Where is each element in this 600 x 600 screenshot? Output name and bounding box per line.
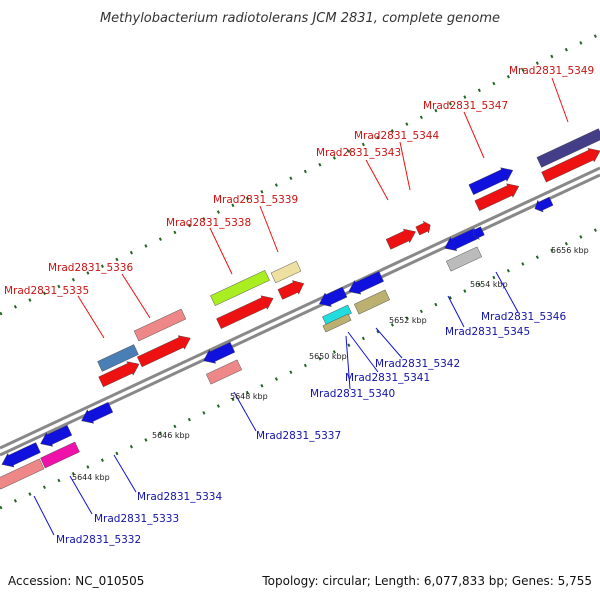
gene-arrow [0,458,45,490]
gene-label[interactable]: Mrad2831_5339 [213,194,298,206]
map-title: Methylobacterium radiotolerans JCM 2831,… [100,11,500,26]
leader-line [233,391,257,432]
leader-line [69,475,93,515]
axis-line-upper [0,166,600,450]
gene-arrow [354,289,390,315]
tick-label: 5644 kbp [72,473,110,482]
leader-line [121,273,151,319]
gene-label[interactable]: Mrad2831_5335 [4,285,89,297]
leader-line [345,335,351,390]
gene-arrow [385,228,416,250]
gene-features [0,128,600,490]
leader-line [209,227,233,275]
gene-arrow [81,401,114,424]
gene-arrow [40,441,80,469]
gene-arrow [97,344,139,372]
topology-text: Topology: circular; Length: 6,077,833 bp… [262,574,592,588]
gene-arrow [137,335,191,368]
leader-line [365,159,389,201]
gene-arrow [322,304,352,326]
leader-line [33,495,55,536]
gene-label[interactable]: Mrad2831_5349 [509,65,594,77]
gene-label[interactable]: Mrad2831_5343 [316,147,401,159]
gene-label[interactable]: Mrad2831_5332 [56,534,141,546]
gene-arrow [536,128,600,168]
gene-arrow [474,183,520,211]
tick-label: 5650 kbp [309,352,347,361]
leader-line [463,111,485,159]
gene-arrow [468,167,514,195]
tick-label: 5652 kbp [389,316,427,325]
gene-label[interactable]: Mrad2831_5338 [166,217,251,229]
gene-label[interactable]: Mrad2831_5336 [48,262,133,274]
gene-label[interactable]: Mrad2831_5346 [481,311,566,323]
gene-arrow [415,220,431,236]
tick-label: 5648 kbp [230,392,268,401]
label-leader-lines [33,77,569,536]
gene-label[interactable]: Mrad2831_5333 [94,513,179,525]
gene-arrow [206,359,242,385]
leader-line [113,454,137,493]
gene-label[interactable]: Mrad2831_5347 [423,100,508,112]
gene-arrow [541,148,600,183]
leader-line [551,77,569,123]
tick-label: 5646 kbp [152,431,190,440]
accession-text: Accession: NC_010505 [8,574,145,588]
leader-line [347,331,379,373]
gene-arrow [319,286,348,307]
gene-arrow [446,246,482,272]
leader-line [399,141,411,191]
gene-arrow [444,228,478,252]
gene-arrow [216,295,274,329]
gene-label[interactable]: Mrad2831_5337 [256,430,341,442]
gene-label[interactable]: Mrad2831_5344 [354,130,439,142]
gene-label[interactable]: Mrad2831_5345 [445,326,530,338]
leader-line [77,295,105,339]
tick-label: 5656 kbp [551,246,589,255]
gene-arrow [203,341,236,364]
gene-label[interactable]: Mrad2831_5342 [375,358,460,370]
gene-label[interactable]: Mrad2831_5334 [137,491,222,503]
gene-arrow [133,308,187,342]
gene-arrow [277,280,305,300]
gene-arrow [40,424,73,447]
gene-arrow [322,313,352,333]
gene-label[interactable]: Mrad2831_5341 [345,372,430,384]
leader-line [495,271,519,313]
tick-label: 5654 kbp [470,280,508,289]
leader-line [447,295,465,328]
gene-arrow [534,196,554,213]
gene-arrow [98,361,140,388]
gene-arrow [270,260,302,284]
gene-arrow [348,271,384,295]
gene-arrow [473,226,485,240]
gene-arrow [210,270,270,306]
leader-line [259,205,279,253]
gene-label[interactable]: Mrad2831_5340 [310,388,395,400]
leader-line [375,327,403,359]
gene-arrow [1,442,41,468]
